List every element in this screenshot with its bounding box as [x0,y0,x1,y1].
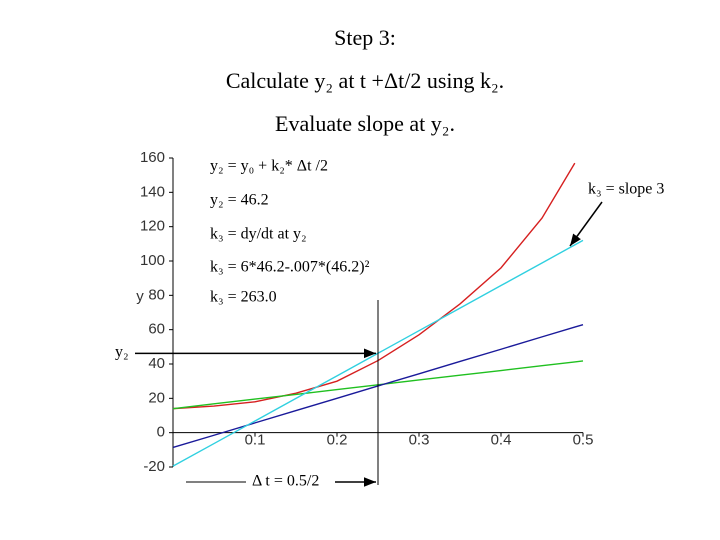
series-line [172,360,584,410]
annotation: y₂ = y₀ + k₂* Δt /2 [210,158,328,175]
title-line: Step 3: [334,25,396,50]
y-tick-label: 40 [148,355,165,372]
y-tick-label: 120 [140,218,165,235]
title-line: Evaluate slope at y₂. [275,111,455,136]
y-tick-label: 0 [157,424,165,441]
y-axis-label: y [136,288,144,305]
y-tick-label: 20 [148,389,165,406]
x-tick-label: 0.4 [491,432,512,449]
x-tick-label: 0.3 [409,432,430,449]
annotation: k₃ = 6*46.2-.007*(46.2)² [210,259,370,276]
annotation: y₂ = 46.2 [210,192,269,209]
y-tick-label: 80 [148,286,165,303]
slope-arrow [569,201,603,247]
annotation: Δ t = 0.5/2 [252,473,319,490]
annotation: k₃ = 263.0 [210,289,277,306]
y-tick-label: -20 [143,458,165,475]
y-tick-label: 100 [140,252,165,269]
y-tick-label: 60 [148,321,165,338]
y-tick-label: 140 [140,183,165,200]
title-line: Calculate y₂ at t +Δt/2 using k₂. [226,68,504,93]
annotation: y₂ [115,344,129,361]
annotation: k₃ = dy/dt at y₂ [210,226,307,243]
y-tick-label: 160 [140,149,165,166]
x-tick-label: 0.2 [327,432,348,449]
series-line [172,239,584,467]
x-tick-label: 0.5 [573,432,594,449]
annotation: k₃ = slope 3 [588,181,664,198]
x-tick-label: 0.1 [245,432,266,449]
